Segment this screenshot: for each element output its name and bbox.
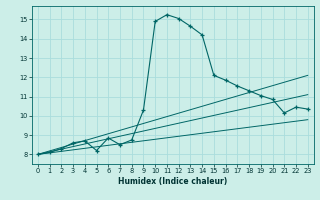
X-axis label: Humidex (Indice chaleur): Humidex (Indice chaleur) <box>118 177 228 186</box>
